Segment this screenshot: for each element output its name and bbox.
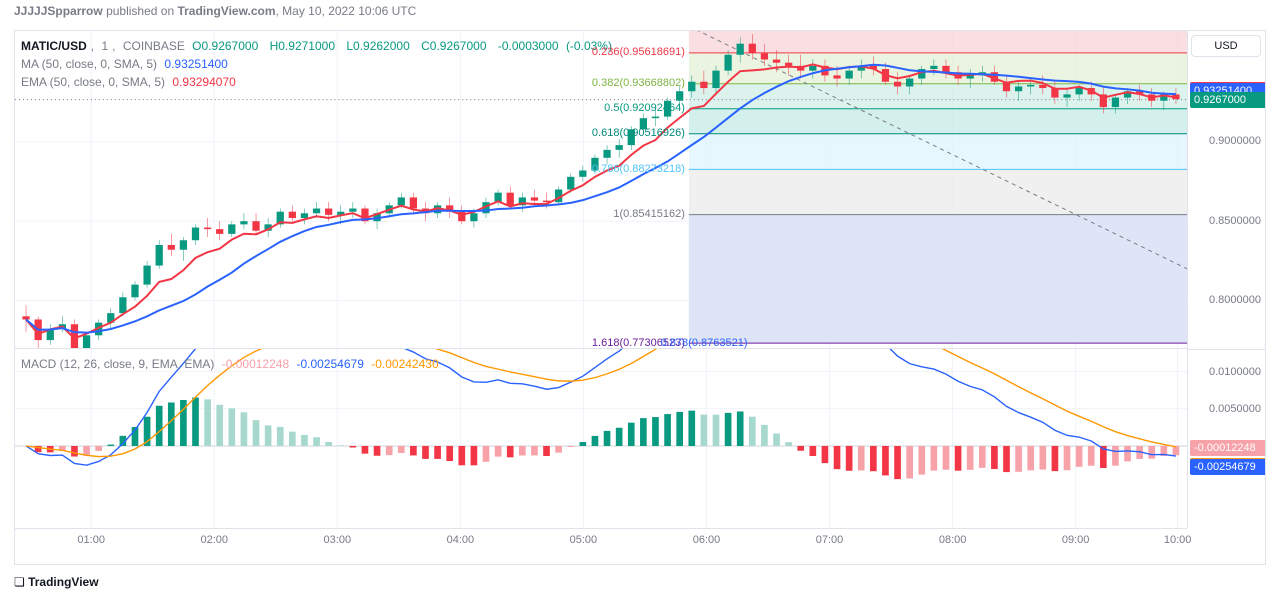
price-tick: 0.8500000	[1209, 215, 1261, 227]
macd-legend: MACD (12, 26, close, 9, EMA, EMA) -0.000…	[21, 355, 443, 373]
time-tick: 07:00	[816, 534, 844, 546]
price-axis[interactable]: USD 0.80000000.85000000.90000000.9329407…	[1187, 31, 1265, 528]
time-tick: 06:00	[693, 534, 721, 546]
fib-level-label: 0.618(0.90516926)	[15, 127, 689, 139]
macd-tag: -0.00012248	[1190, 440, 1265, 456]
tradingview-logo: TradingView	[14, 575, 99, 589]
time-tick: 01:00	[77, 534, 105, 546]
time-tick: 02:00	[200, 534, 228, 546]
macd-pane[interactable]: MACD (12, 26, close, 9, EMA, EMA) -0.000…	[15, 349, 1187, 529]
time-axis[interactable]: 01:00 02:00 03:00 04:00 05:00 06:00 07:00 08:00…	[15, 528, 1187, 564]
price-pane[interactable]: MATIC/USD, 1, COINBASE O0.9267000 H0.927…	[15, 31, 1187, 349]
fib-extra-label: 0.878(0.8763521)	[15, 337, 748, 349]
fib-level-label: 1(0.85415162)	[15, 208, 689, 220]
macd-tick: 0.0100000	[1209, 366, 1261, 378]
price-tag: 0.9267000	[1190, 92, 1265, 108]
time-tick: 03:00	[324, 534, 352, 546]
macd-tag: -0.00254679	[1190, 459, 1265, 475]
chart-container: MATIC/USD, 1, COINBASE O0.9267000 H0.927…	[14, 30, 1266, 565]
time-tick: 08:00	[939, 534, 967, 546]
time-tick: 04:00	[447, 534, 475, 546]
fib-level-label: 0.5(0.92092464)	[15, 102, 689, 114]
macd-plot[interactable]	[15, 349, 1187, 528]
macd-hist-value: -0.00012248	[222, 357, 289, 371]
time-tick: 09:00	[1062, 534, 1090, 546]
publish-header: JJJJJSpparrow published on TradingView.c…	[14, 4, 416, 18]
fib-level-label: 0.786(0.88273218)	[15, 163, 689, 175]
fib-level-label: 0.382(0.93668802)	[15, 77, 689, 89]
published-text: published on	[106, 4, 174, 18]
time-tick: 05:00	[570, 534, 598, 546]
fib-level-label: 0.236(0.95618691)	[15, 46, 689, 58]
time-tick: 10:00	[1164, 534, 1192, 546]
price-tick: 0.8000000	[1209, 294, 1261, 306]
price-tick: 0.9000000	[1209, 135, 1261, 147]
macd-tick: 0.0050000	[1209, 403, 1261, 415]
